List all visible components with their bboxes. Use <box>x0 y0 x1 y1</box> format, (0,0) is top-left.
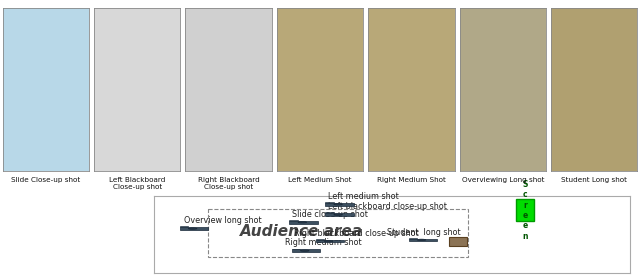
Text: Left medium shot: Left medium shot <box>328 192 398 201</box>
FancyBboxPatch shape <box>409 238 437 241</box>
Text: Overviewing Long shot: Overviewing Long shot <box>461 177 544 183</box>
Bar <box>292 248 300 250</box>
FancyBboxPatch shape <box>325 203 354 206</box>
FancyBboxPatch shape <box>292 250 321 252</box>
Text: Audience area: Audience area <box>240 224 363 239</box>
Text: Right medium shot: Right medium shot <box>285 238 362 247</box>
Circle shape <box>324 240 333 242</box>
Text: Student Long shot: Student Long shot <box>561 177 627 183</box>
Circle shape <box>298 222 307 223</box>
Circle shape <box>188 228 197 229</box>
Text: Left Blackboard
Close-up shot: Left Blackboard Close-up shot <box>109 177 165 190</box>
Circle shape <box>334 214 342 215</box>
Bar <box>289 220 298 221</box>
Bar <box>180 226 188 227</box>
Text: Student  long shot: Student long shot <box>387 227 461 237</box>
Circle shape <box>334 204 342 205</box>
Text: Right Medium Shot: Right Medium Shot <box>377 177 446 183</box>
Text: Overview long shot: Overview long shot <box>184 216 261 225</box>
Circle shape <box>417 239 426 241</box>
Text: Right Blackboard
Close-up shot: Right Blackboard Close-up shot <box>198 177 259 190</box>
Text: S
c
r
e
e
n: S c r e e n <box>522 180 528 241</box>
Text: Left blackboard close-up shot: Left blackboard close-up shot <box>328 202 447 211</box>
Bar <box>516 199 534 221</box>
Text: Slide close-up shot: Slide close-up shot <box>292 210 368 219</box>
FancyBboxPatch shape <box>289 221 318 224</box>
Circle shape <box>300 250 309 251</box>
Text: Left Medium Shot: Left Medium Shot <box>288 177 352 183</box>
Bar <box>209 209 468 257</box>
FancyBboxPatch shape <box>180 227 209 230</box>
FancyBboxPatch shape <box>316 240 344 242</box>
Text: Right blackboard close-up shot: Right blackboard close-up shot <box>294 229 419 238</box>
Bar <box>316 239 324 240</box>
Text: Slide Close-up shot: Slide Close-up shot <box>11 177 81 183</box>
Bar <box>449 237 467 246</box>
FancyBboxPatch shape <box>325 213 354 216</box>
Bar <box>325 202 334 203</box>
